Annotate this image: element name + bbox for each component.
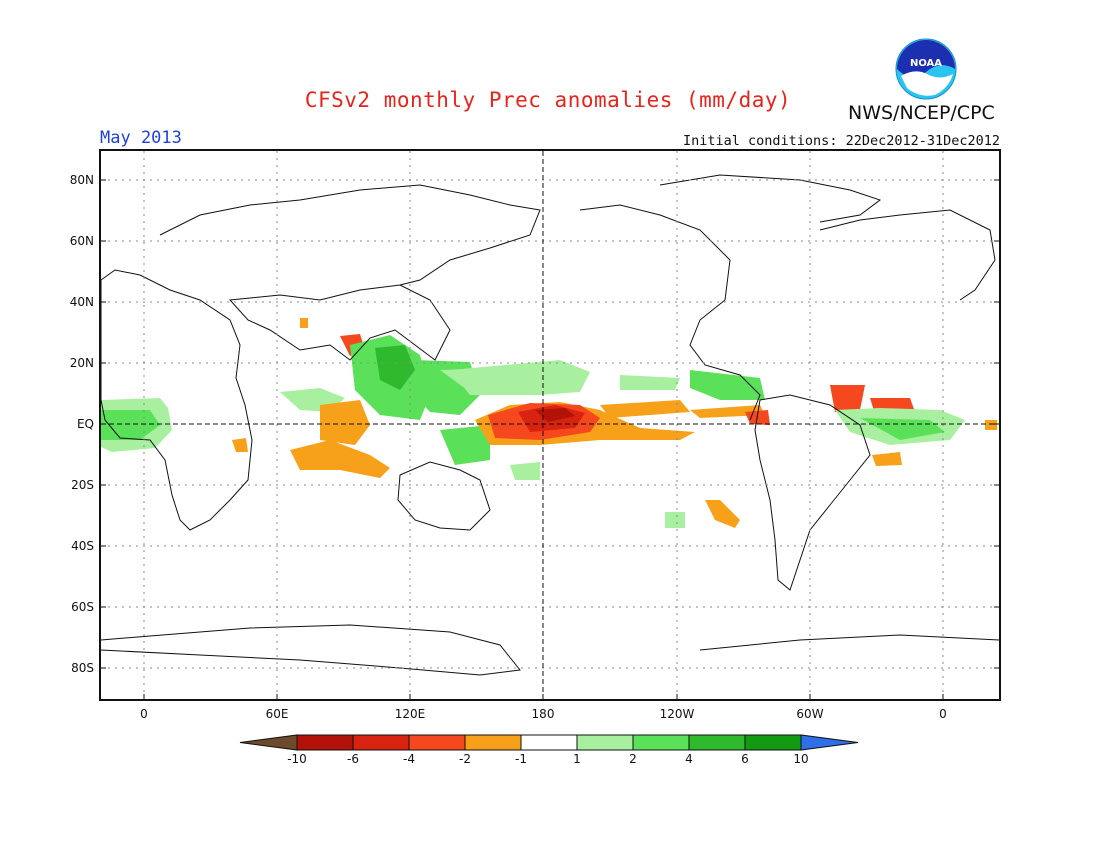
colorbar-swatch — [744, 734, 802, 751]
colorbar-label: -2 — [459, 752, 471, 766]
lon-label: 60W — [796, 707, 823, 721]
colorbar-label: -10 — [287, 752, 307, 766]
lon-label: 0 — [939, 707, 947, 721]
colorbar-label: 1 — [573, 752, 581, 766]
colorbar-label: 2 — [629, 752, 637, 766]
colorbar-arrow-low — [239, 734, 298, 751]
lat-label: 80S — [71, 661, 94, 675]
colorbar-label: 4 — [685, 752, 693, 766]
lat-label: EQ — [77, 417, 94, 431]
lat-label: 40N — [70, 295, 94, 309]
map-border — [99, 149, 1001, 701]
colorbar-swatch — [576, 734, 634, 751]
colorbar-label: -4 — [403, 752, 415, 766]
colorbar-label: 10 — [793, 752, 808, 766]
colorbar-swatch — [408, 734, 466, 751]
lon-labels: 0 60E 120E 180 120W 60W 0 — [140, 707, 947, 721]
lat-label: 40S — [71, 539, 94, 553]
colorbar-swatch — [352, 734, 410, 751]
colorbar-arrow-high — [800, 734, 859, 751]
lat-label: 80N — [70, 173, 94, 187]
colorbar-label: -1 — [515, 752, 527, 766]
lat-label: 20N — [70, 356, 94, 370]
chart-title: CFSv2 monthly Prec anomalies (mm/day) — [0, 88, 1100, 112]
colorbar-swatch — [464, 734, 522, 751]
forecast-period: May 2013 — [100, 128, 182, 148]
colorbar-swatch — [296, 734, 354, 751]
graticule — [101, 151, 999, 699]
lon-label: 120W — [660, 707, 695, 721]
lon-label: 180 — [532, 707, 555, 721]
lon-ticks — [143, 694, 944, 700]
colorbar-label: 6 — [741, 752, 749, 766]
lat-label: 60N — [70, 234, 94, 248]
colorbar-swatch — [632, 734, 690, 751]
chart-title-text: CFSv2 monthly Prec anomalies (mm/day) — [304, 88, 792, 112]
anomaly-shading — [101, 318, 997, 528]
lon-label: 120E — [395, 707, 426, 721]
initial-conditions: Initial conditions: 22Dec2012-31Dec2012 — [683, 133, 1000, 149]
lon-label: 60E — [266, 707, 289, 721]
lon-label: 0 — [140, 707, 148, 721]
colorbar-swatch — [688, 734, 746, 751]
colorbar-label: -6 — [347, 752, 359, 766]
lat-label: 60S — [71, 600, 94, 614]
reference-lines — [101, 151, 999, 699]
lat-labels: 80N 60N 40N 20N EQ 20S 40S 60S 80S — [70, 173, 94, 675]
noaa-logo-text: NOAA — [910, 58, 942, 69]
agency-label: NWS/NCEP/CPC — [848, 102, 995, 124]
lat-label: 20S — [71, 478, 94, 492]
colorbar: -10 -6 -4 -2 -1 1 2 4 6 10 — [239, 734, 859, 766]
lat-ticks — [100, 179, 1000, 669]
noaa-logo: NOAA — [895, 38, 957, 100]
colorbar-swatch — [520, 734, 578, 751]
coastlines — [100, 174, 1000, 676]
